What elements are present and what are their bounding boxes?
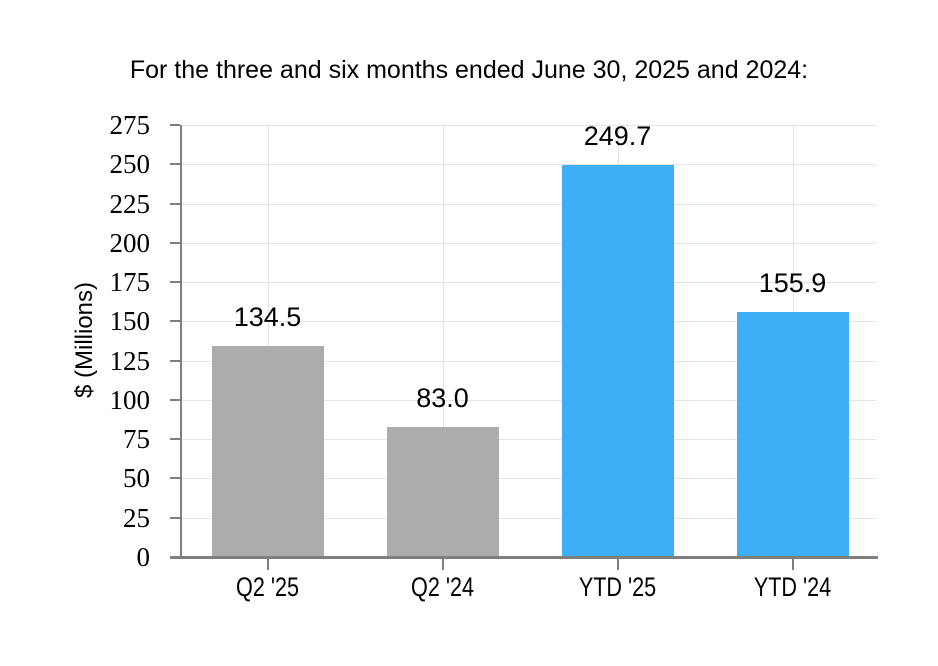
x-tick-label: YTD '24 <box>753 572 832 602</box>
y-tick-label: 225 <box>109 189 151 219</box>
y-tick-label: 25 <box>123 503 150 533</box>
chart-title: For the three and six months ended June … <box>129 56 809 84</box>
y-tick-label: 175 <box>109 267 151 297</box>
y-tick-label: 250 <box>109 149 151 179</box>
y-axis-tick <box>170 438 180 440</box>
bar-value-label: 155.9 <box>758 268 827 298</box>
y-axis-tick <box>170 203 180 205</box>
y-axis-tick <box>170 517 180 519</box>
bar <box>387 427 499 557</box>
x-tick-label: Q2 '24 <box>411 572 474 602</box>
y-tick-label: 100 <box>109 385 151 415</box>
gridline-horizontal <box>180 243 876 244</box>
gridline-horizontal <box>180 361 876 362</box>
y-axis-line <box>180 125 182 559</box>
y-axis-tick <box>170 320 180 322</box>
y-axis-tick <box>170 124 180 126</box>
gridline-horizontal <box>180 478 876 479</box>
bar-value-label: 249.7 <box>583 121 652 151</box>
gridline-horizontal <box>180 164 876 165</box>
x-tick-label: Q2 '25 <box>236 572 299 602</box>
y-tick-label: 75 <box>123 424 150 454</box>
x-tick-label: YTD '25 <box>578 572 657 602</box>
y-axis-tick <box>170 360 180 362</box>
bar-value-label: 134.5 <box>233 302 302 332</box>
y-axis-tick <box>170 242 180 244</box>
y-tick-label: 125 <box>109 346 151 376</box>
gridline-vertical <box>268 125 269 557</box>
x-axis-line <box>170 556 878 559</box>
gridline-horizontal <box>180 321 876 322</box>
y-axis-tick <box>170 163 180 165</box>
y-axis-tick <box>170 281 180 283</box>
x-axis-tick <box>442 559 444 570</box>
gridline-horizontal <box>180 400 876 401</box>
gridline-horizontal <box>180 282 876 283</box>
bar <box>212 346 324 557</box>
bar-value-label: 83.0 <box>416 383 469 413</box>
y-tick-label: 150 <box>109 306 151 336</box>
y-axis-tick <box>170 399 180 401</box>
y-tick-label: 275 <box>109 110 151 140</box>
y-tick-label: 0 <box>136 542 151 572</box>
gridline-horizontal <box>180 204 876 205</box>
bar <box>737 312 849 557</box>
gridline-horizontal <box>180 439 876 440</box>
x-axis-tick <box>267 559 269 570</box>
gridline-horizontal <box>180 125 876 126</box>
x-axis-tick <box>617 559 619 570</box>
gridline-horizontal <box>180 518 876 519</box>
y-axis-tick <box>170 477 180 479</box>
bar <box>562 165 674 557</box>
y-tick-label: 200 <box>109 228 151 258</box>
y-tick-label: 50 <box>123 463 150 493</box>
x-axis-tick <box>792 559 794 570</box>
gridline-vertical <box>443 125 444 557</box>
